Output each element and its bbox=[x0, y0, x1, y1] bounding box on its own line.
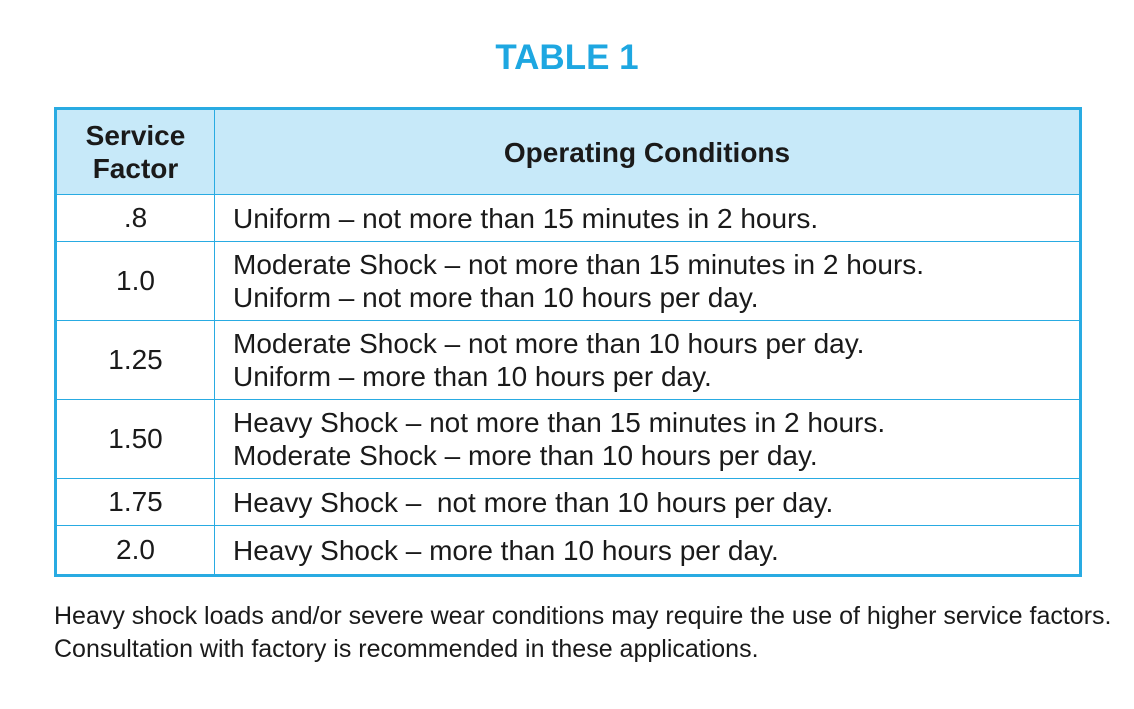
table-row: .8 Uniform – not more than 15 minutes in … bbox=[55, 194, 1081, 242]
table-row: 1.50 Heavy Shock – not more than 15 minut… bbox=[55, 399, 1081, 479]
condition-line: Moderate Shock – not more than 15 minute… bbox=[233, 249, 925, 280]
service-factor-cell: 1.0 bbox=[55, 241, 215, 321]
condition-line: Heavy Shock – not more than 10 hours per… bbox=[233, 486, 834, 518]
table-row: 1.0 Moderate Shock – not more than 15 min… bbox=[55, 241, 1081, 321]
service-factor-cell: 1.25 bbox=[55, 320, 215, 400]
operating-conditions-cell: Heavy Shock – not more than 15 minutes i… bbox=[214, 399, 1081, 479]
condition-line: Uniform – not more than 15 minutes in 2 … bbox=[233, 202, 819, 234]
condition-line: Moderate Shock – more than 10 hours per … bbox=[233, 440, 818, 471]
condition-line: Uniform – more than 10 hours per day. bbox=[233, 361, 712, 392]
service-factor-cell: .8 bbox=[55, 194, 215, 242]
operating-conditions-cell: Moderate Shock – not more than 10 hours … bbox=[214, 320, 1081, 400]
service-factor-table: Service Factor Operating Conditions .8 Un… bbox=[54, 107, 1082, 577]
condition-line: Moderate Shock – not more than 10 hours … bbox=[233, 328, 865, 359]
table-row: 1.75 Heavy Shock – not more than 10 hours… bbox=[55, 478, 1081, 526]
operating-conditions-cell: Moderate Shock – not more than 15 minute… bbox=[214, 241, 1081, 321]
table-title: TABLE 1 bbox=[495, 38, 639, 77]
service-factor-cell: 1.50 bbox=[55, 399, 215, 479]
service-factor-cell: 1.75 bbox=[55, 478, 215, 526]
condition-line: Heavy Shock – more than 10 hours per day… bbox=[233, 534, 779, 566]
service-factor-cell: 2.0 bbox=[55, 525, 215, 576]
table-row: 1.25 Moderate Shock – not more than 10 ho… bbox=[55, 320, 1081, 400]
operating-conditions-cell: Uniform – not more than 15 minutes in 2 … bbox=[214, 194, 1081, 242]
header-service-factor: Service Factor bbox=[55, 108, 215, 195]
operating-conditions-cell: Heavy Shock – more than 10 hours per day… bbox=[214, 525, 1081, 576]
header-operating-conditions: Operating Conditions bbox=[214, 108, 1081, 195]
table-header-row: Service Factor Operating Conditions bbox=[55, 108, 1081, 195]
condition-line: Uniform – not more than 10 hours per day… bbox=[233, 282, 759, 313]
table-row: 2.0 Heavy Shock – more than 10 hours per … bbox=[55, 525, 1081, 576]
operating-conditions-cell: Heavy Shock – not more than 10 hours per… bbox=[214, 478, 1081, 526]
header-service-factor-label: Service Factor bbox=[85, 120, 186, 184]
condition-line: Heavy Shock – not more than 15 minutes i… bbox=[233, 407, 886, 438]
footnote: Heavy shock loads and/or severe wear con… bbox=[54, 602, 1112, 663]
